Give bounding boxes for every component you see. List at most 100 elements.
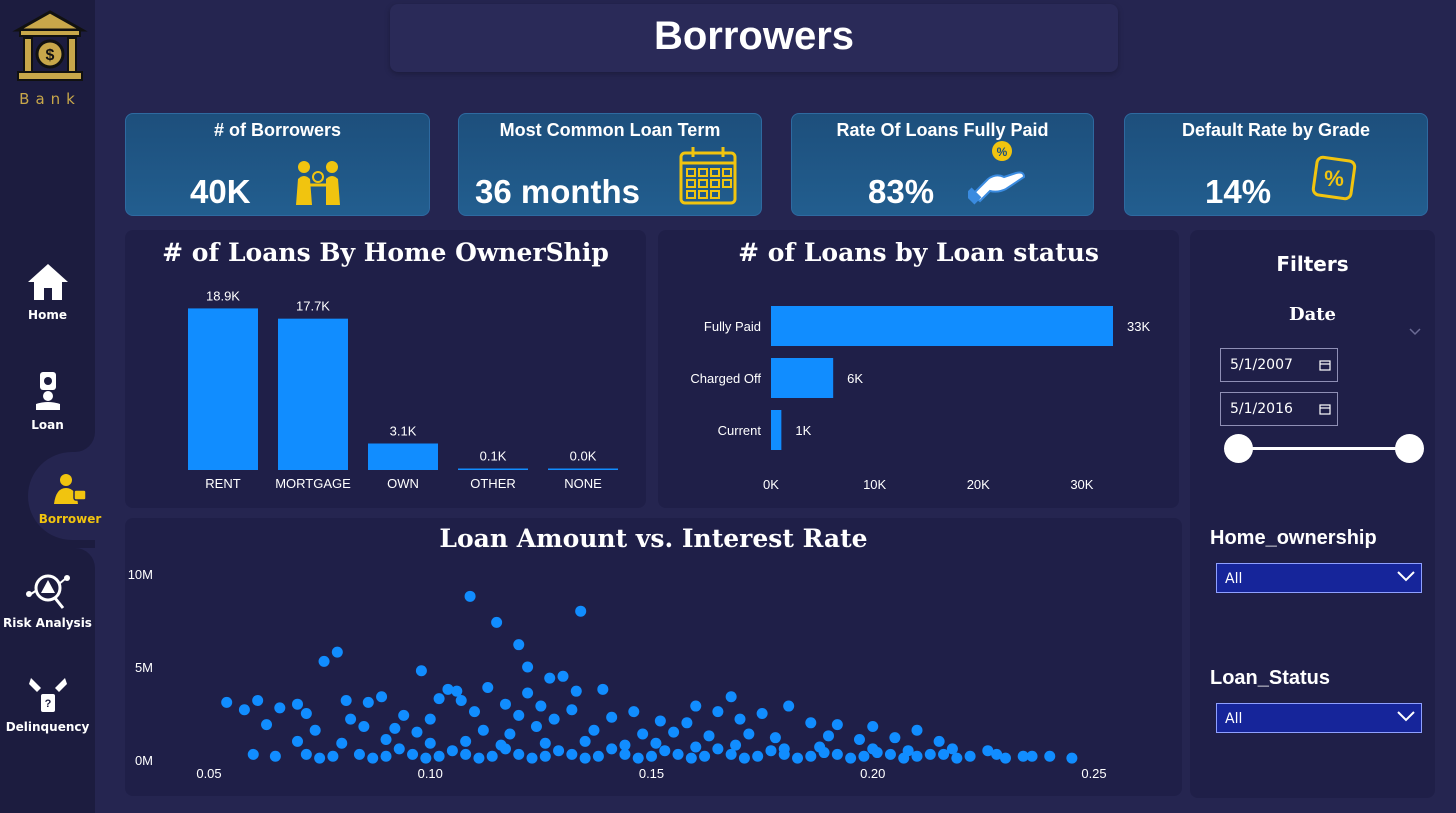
bank-logo: $ Bank: [10, 8, 90, 113]
bar-fully-paid[interactable]: [771, 306, 1113, 346]
scatter-point: [455, 694, 467, 706]
date-end-value: 5/1/2016: [1230, 401, 1293, 417]
calendar-icon[interactable]: [1319, 403, 1331, 415]
scatter-point: [637, 728, 649, 740]
scatter-point: [570, 685, 582, 697]
scatter-point: [951, 752, 963, 764]
scatter-point: [513, 748, 525, 760]
scatter-point: [566, 748, 578, 760]
loan-status-selected: All: [1225, 711, 1243, 727]
nav-delinquency[interactable]: ? Delinquency: [0, 674, 95, 734]
scatter-point: [606, 743, 618, 755]
scatter-point: [318, 655, 330, 667]
scatter-point: [884, 748, 896, 760]
nav-borrower[interactable]: Borrower: [28, 452, 123, 540]
x-tick-label: 0K: [763, 477, 779, 492]
calendar-icon[interactable]: [1319, 359, 1331, 371]
borrowers-icon: [288, 157, 350, 211]
scatter-point: [659, 745, 671, 757]
bar-none[interactable]: [548, 468, 618, 471]
scatter-point: [690, 741, 702, 753]
nav-risk-analysis[interactable]: Risk Analysis: [0, 570, 95, 630]
category-label: Fully Paid: [704, 319, 761, 334]
scatter-point: [393, 743, 405, 755]
category-label: RENT: [205, 476, 240, 491]
scatter-point: [513, 709, 525, 721]
scatter-point: [769, 732, 781, 744]
bar-current[interactable]: [771, 410, 782, 450]
scatter-point: [792, 752, 804, 764]
bar-rent[interactable]: [188, 308, 258, 470]
scatter-point: [725, 748, 737, 760]
y-tick-label: 0M: [135, 753, 153, 768]
nav-loan[interactable]: Loan: [0, 370, 95, 432]
svg-text:%: %: [1324, 166, 1344, 191]
scatter-point: [535, 700, 547, 712]
scatter-point: [460, 748, 472, 760]
date-range-slider-track[interactable]: [1238, 447, 1410, 450]
scatter-point: [579, 752, 591, 764]
chart-title: Loan Amount vs. Interest Rate: [439, 524, 868, 553]
scatter-point: [991, 748, 1003, 760]
scatter-point: [964, 750, 976, 762]
scatter-point: [499, 698, 511, 710]
date-slider-start-handle[interactable]: [1224, 434, 1253, 463]
data-label: 1K: [795, 423, 811, 438]
scatter-point: [871, 747, 883, 759]
data-label: 18.9K: [206, 288, 240, 303]
kpi-value: 83%: [868, 173, 935, 210]
scatter-point: [597, 683, 609, 695]
scatter-point: [522, 687, 534, 699]
scatter-point: [672, 748, 684, 760]
home-ownership-selected: All: [1225, 571, 1243, 587]
scatter-point: [805, 750, 817, 762]
category-label: OWN: [387, 476, 419, 491]
nav-home[interactable]: Home: [0, 262, 95, 322]
scatter-point: [247, 748, 259, 760]
scatter-point: [530, 721, 542, 733]
scatter-point: [619, 748, 631, 760]
scatter-point: [491, 616, 503, 628]
scatter-point: [765, 745, 777, 757]
data-label: 6K: [847, 371, 863, 386]
scatter-point: [336, 737, 348, 749]
bar-other[interactable]: [458, 468, 528, 471]
borrower-icon: [54, 474, 87, 504]
scatter-point: [513, 639, 525, 651]
loan-status-dropdown[interactable]: All: [1216, 703, 1422, 733]
scatter-point: [469, 706, 480, 718]
scatter-point: [221, 696, 233, 708]
scatter-point: [358, 721, 370, 733]
scatter-point: [592, 750, 604, 762]
home-ownership-dropdown[interactable]: All: [1216, 563, 1422, 593]
loan-status-chart-panel: # of Loans by Loan status Fully Paid 33K C…: [658, 230, 1179, 508]
logo-text: Bank: [19, 90, 81, 108]
category-label: MORTGAGE: [275, 476, 351, 491]
scatter-point: [712, 743, 724, 755]
chevron-down-icon: [1397, 711, 1415, 722]
hand-coin-icon: %: [964, 139, 1032, 209]
chevron-down-icon[interactable]: [1409, 328, 1421, 336]
kpi-card-loan-term: Most Common Loan Term 36 months: [458, 113, 762, 216]
scatter-point: [380, 734, 392, 746]
scatter-point: [588, 724, 600, 736]
scatter-point: [566, 704, 578, 716]
date-slider-end-handle[interactable]: [1395, 434, 1424, 463]
kpi-value: 40K: [190, 173, 251, 210]
sidebar: $ Bank Home Loan Borrower: [0, 0, 123, 813]
kpi-title: # of Borrowers: [213, 120, 342, 140]
scatter-point: [300, 748, 312, 760]
bar-mortgage[interactable]: [278, 318, 348, 470]
date-start-input[interactable]: 5/1/2007: [1220, 348, 1338, 382]
svg-text:%: %: [997, 145, 1008, 159]
scatter-point: [831, 719, 843, 731]
scatter-point: [668, 726, 680, 738]
scatter-point: [353, 748, 365, 760]
scatter-point: [380, 750, 392, 762]
loan-status-filter-label: Loan_Status: [1210, 667, 1331, 689]
nav-risk-analysis-label: Risk Analysis: [3, 616, 92, 630]
bar-charged-off[interactable]: [771, 358, 834, 398]
date-end-input[interactable]: 5/1/2016: [1220, 392, 1338, 426]
scatter-point: [274, 702, 286, 714]
bar-own[interactable]: [368, 443, 438, 470]
